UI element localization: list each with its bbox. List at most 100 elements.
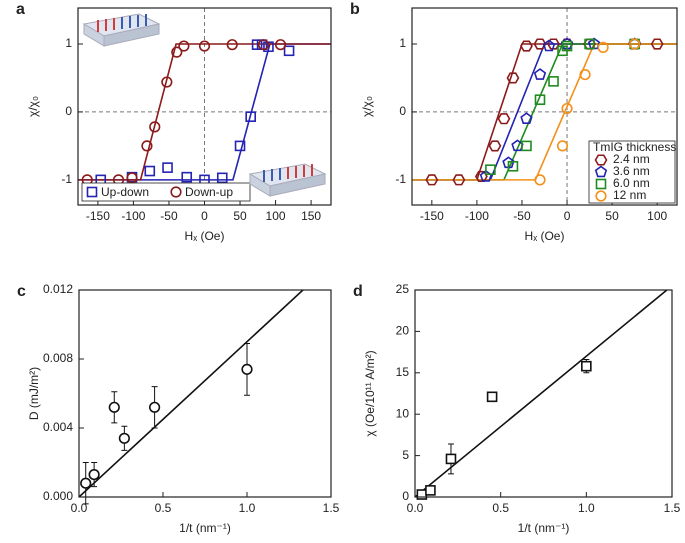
x-tick-label: -100 (465, 209, 489, 223)
point (149, 121, 161, 133)
point (488, 140, 502, 152)
fit-line (78, 43, 331, 181)
point (161, 76, 173, 88)
plot-frame (414, 289, 673, 498)
point (486, 391, 498, 403)
x-tick-label: 150 (301, 209, 321, 223)
point (597, 41, 609, 54)
point (650, 38, 664, 50)
legend-label: Down-up (185, 185, 233, 199)
x-tick-label: 0.5 (492, 501, 509, 515)
point (162, 162, 173, 173)
point (181, 171, 193, 183)
point (548, 76, 559, 87)
y-tick-label: 0 (65, 104, 72, 118)
plot-frame (411, 7, 678, 206)
x-tick-label: 0.0 (71, 501, 88, 515)
point (118, 432, 130, 444)
point (556, 140, 569, 152)
y-tick-label: 1 (399, 36, 406, 50)
x-tick-label: 50 (233, 209, 247, 223)
device-inset (103, 23, 160, 47)
panel-label: d (353, 283, 363, 300)
x-tick-label: -50 (160, 209, 178, 223)
point (234, 140, 246, 152)
point (497, 113, 511, 125)
point (178, 40, 190, 52)
point (520, 40, 533, 52)
point (520, 112, 533, 124)
x-tick-label: 1.0 (578, 501, 595, 515)
x-tick-label: 0 (564, 209, 571, 223)
point (198, 40, 211, 52)
fit-line (79, 290, 304, 497)
point (141, 140, 153, 152)
x-axis-label: 1/t (nm⁻¹) (518, 521, 570, 535)
point (425, 174, 439, 186)
y-tick-label: 25 (396, 282, 410, 296)
y-tick-label: -1 (395, 172, 406, 186)
panel-label: b (350, 1, 360, 18)
legend-marker (170, 186, 182, 198)
legend-label: 6.0 nm (613, 176, 650, 190)
point (629, 38, 641, 50)
fit-line (415, 290, 668, 497)
x-tick-label: 50 (605, 209, 619, 223)
y-tick-label: 0.004 (43, 420, 73, 434)
point (144, 165, 156, 177)
y-tick-label: 0 (402, 489, 409, 503)
x-tick-label: 1.5 (323, 501, 340, 515)
x-tick-label: -150 (86, 209, 110, 223)
point (425, 485, 436, 496)
point (533, 38, 547, 50)
legend-box (588, 140, 676, 204)
point (226, 39, 238, 51)
x-tick-label: -100 (121, 209, 145, 223)
y-tick-label: 20 (396, 324, 410, 338)
x-axis-label: 1/t (nm⁻¹) (179, 521, 231, 535)
point (257, 39, 270, 51)
x-tick-label: -150 (420, 209, 444, 223)
point (547, 38, 560, 50)
legend-marker (594, 154, 608, 166)
panel-label: c (17, 283, 26, 300)
x-tick-label: 100 (266, 209, 286, 223)
y-axis-label: χ/χ₀ (26, 96, 40, 117)
point (485, 164, 496, 175)
y-tick-label: 15 (396, 365, 410, 379)
y-tick-label: 0.012 (43, 282, 73, 296)
x-tick-label: 100 (647, 209, 667, 223)
y-tick-label: 1 (65, 36, 72, 50)
legend-box (81, 182, 251, 202)
point (80, 477, 92, 489)
point (216, 172, 228, 184)
x-axis-label: Hₓ (Oe) (525, 229, 565, 243)
y-axis-label: D (mJ/m²) (27, 367, 41, 420)
x-axis-label: Hₓ (Oe) (185, 229, 225, 243)
point (584, 38, 595, 50)
point (88, 468, 100, 481)
point (542, 39, 556, 52)
x-tick-label: 0 (201, 209, 208, 223)
legend-title: TmIG thickness (593, 140, 676, 154)
point (561, 40, 573, 52)
point (533, 68, 547, 80)
plot-frame (78, 289, 332, 498)
x-tick-label: -50 (513, 209, 531, 223)
point (245, 111, 256, 122)
point (171, 46, 183, 58)
fit-line (412, 43, 677, 181)
point (274, 39, 287, 51)
x-tick-label: 1.5 (664, 501, 681, 515)
legend-marker (595, 190, 607, 202)
point (534, 94, 546, 106)
point (506, 72, 520, 84)
point (445, 453, 457, 465)
legend-marker (595, 178, 607, 190)
x-tick-label: 1.0 (239, 501, 256, 515)
y-axis-label: χ/χ₀ (360, 96, 374, 117)
point (452, 174, 466, 186)
x-tick-label: 0.5 (155, 501, 172, 515)
y-tick-label: 0.008 (43, 351, 73, 365)
